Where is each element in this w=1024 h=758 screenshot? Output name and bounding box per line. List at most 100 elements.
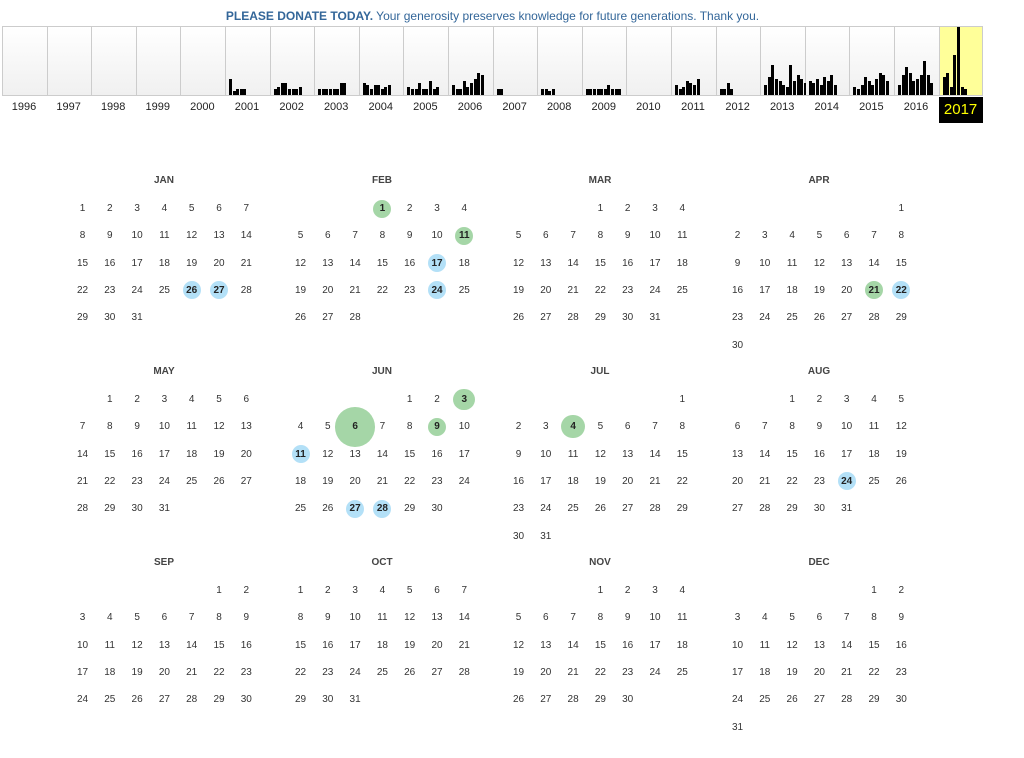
day-cell[interactable]: 23 xyxy=(96,277,123,304)
day-cell[interactable]: 4 xyxy=(287,413,314,440)
day-cell[interactable]: 14 xyxy=(69,441,96,468)
day-cell[interactable]: 10 xyxy=(751,250,778,277)
day-cell[interactable]: 3 xyxy=(69,604,96,631)
day-cell[interactable]: 12 xyxy=(287,250,314,277)
day-cell[interactable]: 27 xyxy=(833,304,860,331)
day-cell[interactable]: 12 xyxy=(888,413,915,440)
year-label-2006[interactable]: 2006 xyxy=(457,101,483,113)
day-cell[interactable]: 14 xyxy=(560,250,587,277)
day-cell[interactable]: 6 xyxy=(724,413,751,440)
day-cell[interactable]: 25 xyxy=(287,495,314,522)
day-cell[interactable]: 18 xyxy=(451,250,478,277)
day-cell[interactable]: 18 xyxy=(779,277,806,304)
day-cell[interactable]: 3 xyxy=(642,195,669,222)
day-cell[interactable]: 20 xyxy=(314,277,341,304)
day-cell[interactable]: 3 xyxy=(532,413,559,440)
year-column-2005[interactable] xyxy=(404,27,449,95)
day-cell[interactable]: 12 xyxy=(314,441,341,468)
day-cell[interactable]: 24 xyxy=(724,686,751,713)
day-cell[interactable]: 13 xyxy=(314,250,341,277)
day-cell[interactable]: 9 xyxy=(396,222,423,249)
year-column-1998[interactable] xyxy=(92,27,137,95)
day-cell[interactable]: 9 xyxy=(424,413,451,440)
day-cell[interactable]: 21 xyxy=(342,277,369,304)
day-cell[interactable]: 24 xyxy=(451,468,478,495)
day-cell[interactable]: 21 xyxy=(751,468,778,495)
day-cell[interactable]: 14 xyxy=(342,250,369,277)
year-column-2013[interactable] xyxy=(761,27,807,95)
day-cell[interactable]: 21 xyxy=(861,277,888,304)
day-cell[interactable]: 11 xyxy=(96,632,123,659)
day-cell[interactable]: 6 xyxy=(806,604,833,631)
day-cell[interactable]: 8 xyxy=(888,222,915,249)
day-cell[interactable]: 9 xyxy=(314,604,341,631)
day-cell[interactable]: 15 xyxy=(96,441,123,468)
day-cell[interactable]: 8 xyxy=(587,604,614,631)
day-cell[interactable]: 10 xyxy=(724,632,751,659)
day-cell[interactable]: 30 xyxy=(314,686,341,713)
day-cell[interactable]: 26 xyxy=(806,304,833,331)
day-cell[interactable]: 9 xyxy=(888,604,915,631)
day-cell[interactable]: 12 xyxy=(587,441,614,468)
day-cell[interactable]: 29 xyxy=(206,686,233,713)
year-label-2002[interactable]: 2002 xyxy=(279,101,304,113)
day-cell[interactable]: 5 xyxy=(806,222,833,249)
day-cell[interactable]: 10 xyxy=(424,222,451,249)
day-cell[interactable]: 7 xyxy=(178,604,205,631)
day-cell[interactable]: 29 xyxy=(888,304,915,331)
day-cell[interactable]: 1 xyxy=(206,577,233,604)
day-cell[interactable]: 1 xyxy=(587,577,614,604)
day-cell[interactable]: 30 xyxy=(806,495,833,522)
day-cell[interactable]: 23 xyxy=(314,659,341,686)
day-cell[interactable]: 22 xyxy=(287,659,314,686)
day-cell[interactable]: 22 xyxy=(888,277,915,304)
day-cell[interactable]: 16 xyxy=(614,632,641,659)
day-cell[interactable]: 23 xyxy=(614,659,641,686)
day-cell[interactable]: 10 xyxy=(451,413,478,440)
day-cell[interactable]: 27 xyxy=(233,468,260,495)
day-cell[interactable]: 11 xyxy=(151,222,178,249)
day-cell[interactable]: 19 xyxy=(396,632,423,659)
year-label-2003[interactable]: 2003 xyxy=(323,101,349,113)
day-cell[interactable]: 3 xyxy=(724,604,751,631)
year-label-2013[interactable]: 2013 xyxy=(769,101,795,113)
day-cell[interactable]: 5 xyxy=(314,413,341,440)
day-cell[interactable]: 13 xyxy=(424,604,451,631)
day-cell[interactable]: 30 xyxy=(505,523,532,550)
day-cell[interactable]: 12 xyxy=(396,604,423,631)
day-cell[interactable]: 20 xyxy=(806,659,833,686)
day-cell[interactable]: 2 xyxy=(806,386,833,413)
year-column-2003[interactable] xyxy=(315,27,360,95)
year-label-2015[interactable]: 2015 xyxy=(859,101,884,113)
day-cell[interactable]: 10 xyxy=(151,413,178,440)
day-cell[interactable]: 11 xyxy=(751,632,778,659)
day-cell[interactable]: 26 xyxy=(779,686,806,713)
day-cell[interactable]: 4 xyxy=(669,577,696,604)
day-cell[interactable]: 10 xyxy=(532,441,559,468)
year-column-2010[interactable] xyxy=(627,27,672,95)
day-cell[interactable]: 5 xyxy=(505,604,532,631)
day-cell[interactable]: 4 xyxy=(560,413,587,440)
day-cell[interactable]: 20 xyxy=(532,659,559,686)
year-column-2017[interactable] xyxy=(939,27,982,95)
day-cell[interactable]: 28 xyxy=(751,495,778,522)
day-cell[interactable]: 17 xyxy=(642,250,669,277)
day-cell[interactable]: 17 xyxy=(532,468,559,495)
year-column-2006[interactable] xyxy=(449,27,494,95)
day-cell[interactable]: 13 xyxy=(342,441,369,468)
year-column-2015[interactable] xyxy=(850,27,895,95)
day-cell[interactable]: 17 xyxy=(151,441,178,468)
day-cell[interactable]: 18 xyxy=(560,468,587,495)
day-cell[interactable]: 11 xyxy=(287,441,314,468)
day-cell[interactable]: 1 xyxy=(669,386,696,413)
day-cell[interactable]: 29 xyxy=(587,304,614,331)
day-cell[interactable]: 27 xyxy=(724,495,751,522)
day-cell[interactable]: 30 xyxy=(233,686,260,713)
day-cell[interactable]: 15 xyxy=(779,441,806,468)
day-cell[interactable]: 20 xyxy=(833,277,860,304)
day-cell[interactable]: 31 xyxy=(833,495,860,522)
day-cell[interactable]: 30 xyxy=(96,304,123,331)
day-cell[interactable]: 6 xyxy=(314,222,341,249)
day-cell[interactable]: 27 xyxy=(206,277,233,304)
day-cell[interactable]: 26 xyxy=(178,277,205,304)
